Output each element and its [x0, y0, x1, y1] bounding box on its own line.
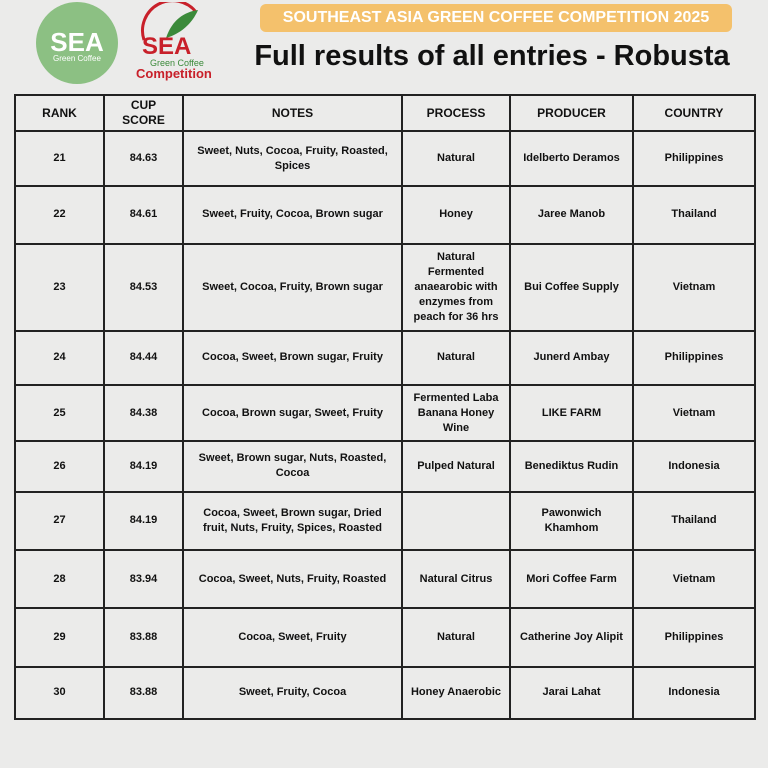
table-cell: LIKE FARM [509, 384, 634, 443]
table-cell: Sweet, Fruity, Cocoa, Brown sugar [182, 185, 403, 245]
table-row: 30 83.88 Sweet, Fruity, Cocoa Honey Anaerob… [14, 665, 756, 721]
table-cell: Natural Citrus [401, 548, 511, 610]
column-header: PROCESS [401, 94, 511, 132]
header-row: RANK CUP SCORE NOTES PROCESS PRODUCER COUNTRY [14, 94, 756, 132]
table-cell: 21 [14, 129, 105, 188]
table-cell: Idelberto Deramos [509, 129, 634, 188]
results-table: RANK CUP SCORE NOTES PROCESS PRODUCER COUNTRY… [14, 94, 756, 721]
table-cell: 84.53 [103, 242, 184, 332]
table-cell: Vietnam [632, 242, 756, 332]
table-cell: Thailand [632, 185, 756, 245]
table-cell: Honey [401, 185, 511, 245]
table-cell: Pulped Natural [401, 440, 511, 493]
table-cell [401, 490, 511, 551]
table-cell: Cocoa, Sweet, Brown sugar, Fruity [182, 329, 403, 387]
table-cell: Cocoa, Sweet, Fruity [182, 607, 403, 668]
table-row: 25 84.38 Cocoa, Brown sugar, Sweet, Fruity… [14, 384, 756, 443]
table-cell: Natural [401, 607, 511, 668]
table-cell: Sweet, Nuts, Cocoa, Fruity, Roasted, Spi… [182, 129, 403, 188]
table-row: 28 83.94 Cocoa, Sweet, Nuts, Fruity, Roast… [14, 548, 756, 610]
table-row: 23 84.53 Sweet, Cocoa, Fruity, Brown sugar… [14, 242, 756, 332]
table-cell: Catherine Joy Alipit [509, 607, 634, 668]
table-cell: Sweet, Brown sugar, Nuts, Roasted, Cocoa [182, 440, 403, 493]
table-cell: Mori Coffee Farm [509, 548, 634, 610]
table-cell: Philippines [632, 607, 756, 668]
table-cell: Sweet, Fruity, Cocoa [182, 665, 403, 721]
table-cell: 84.38 [103, 384, 184, 443]
table-cell: 84.63 [103, 129, 184, 188]
table-cell: Pawonwich Khamhom [509, 490, 634, 551]
column-header: NOTES [182, 94, 403, 132]
table-cell: Benediktus Rudin [509, 440, 634, 493]
logo: SEA Green Coffee Competition [132, 2, 212, 82]
table-cell: Sweet, Cocoa, Fruity, Brown sugar [182, 242, 403, 332]
table-cell: Cocoa, Sweet, Brown sugar, Dried fruit, … [182, 490, 403, 551]
table-row: 24 84.44 Cocoa, Sweet, Brown sugar, Fruity… [14, 329, 756, 387]
column-header: CUP SCORE [103, 94, 184, 132]
table-cell: Fermented Laba Banana Honey Wine [401, 384, 511, 443]
table-cell: Honey Anaerobic [401, 665, 511, 721]
table-cell: Vietnam [632, 548, 756, 610]
table-cell: Junerd Ambay [509, 329, 634, 387]
table-cell: 84.61 [103, 185, 184, 245]
table-cell: Thailand [632, 490, 756, 551]
table-row: 21 84.63 Sweet, Nuts, Cocoa, Fruity, Roast… [14, 129, 756, 188]
table-cell: Philippines [632, 129, 756, 188]
table-cell: 25 [14, 384, 105, 443]
table-cell: Indonesia [632, 665, 756, 721]
logo: SEA Green Coffee [36, 2, 118, 84]
table-cell: Cocoa, Sweet, Nuts, Fruity, Roasted [182, 548, 403, 610]
table-cell: 83.94 [103, 548, 184, 610]
logo-name: SEA [50, 27, 104, 57]
logo-swoosh [141, 2, 198, 41]
table-cell: 83.88 [103, 607, 184, 668]
table-cell: 84.19 [103, 490, 184, 551]
logo-sub: Competition [136, 66, 212, 81]
table-cell: Cocoa, Brown sugar, Sweet, Fruity [182, 384, 403, 443]
table-cell: Bui Coffee Supply [509, 242, 634, 332]
table-cell: Philippines [632, 329, 756, 387]
column-header: COUNTRY [632, 94, 756, 132]
table-cell: Vietnam [632, 384, 756, 443]
table-cell: 27 [14, 490, 105, 551]
table-cell: 29 [14, 607, 105, 668]
logo-sub: Green Coffee [150, 58, 204, 68]
table-cell: 84.19 [103, 440, 184, 493]
table-cell: Natural [401, 129, 511, 188]
table-cell: Indonesia [632, 440, 756, 493]
table-cell: 23 [14, 242, 105, 332]
table-row: 22 84.61 Sweet, Fruity, Cocoa, Brown sugar… [14, 185, 756, 245]
table-cell: 30 [14, 665, 105, 721]
table-cell: 84.44 [103, 329, 184, 387]
logo-name: SEA [142, 33, 192, 60]
table-cell: 28 [14, 548, 105, 610]
logo-sub: Green Coffee [53, 54, 101, 63]
table-row: 29 83.88 Cocoa, Sweet, Fruity Natural Cather… [14, 607, 756, 668]
table-row: 26 84.19 Sweet, Brown sugar, Nuts, Roasted… [14, 440, 756, 493]
column-header: PRODUCER [509, 94, 634, 132]
table-cell: Jaree Manob [509, 185, 634, 245]
table-cell: Natural Fermented anaearobic with enzyme… [401, 242, 511, 332]
table-row: 27 84.19 Cocoa, Sweet, Brown sugar, Dried … [14, 490, 756, 551]
table-cell: 26 [14, 440, 105, 493]
table-cell: 83.88 [103, 665, 184, 721]
column-header: RANK [14, 94, 105, 132]
title: Full results of all entries - Robusta [254, 40, 730, 72]
banner: SOUTHEAST ASIA GREEN COFFEE COMPETITION … [260, 4, 732, 32]
table-cell: 22 [14, 185, 105, 245]
table-cell: 24 [14, 329, 105, 387]
table-body: 21 84.63 Sweet, Nuts, Cocoa, Fruity, Roast… [14, 129, 756, 721]
table-cell: Jarai Lahat [509, 665, 634, 721]
table-cell: Natural [401, 329, 511, 387]
